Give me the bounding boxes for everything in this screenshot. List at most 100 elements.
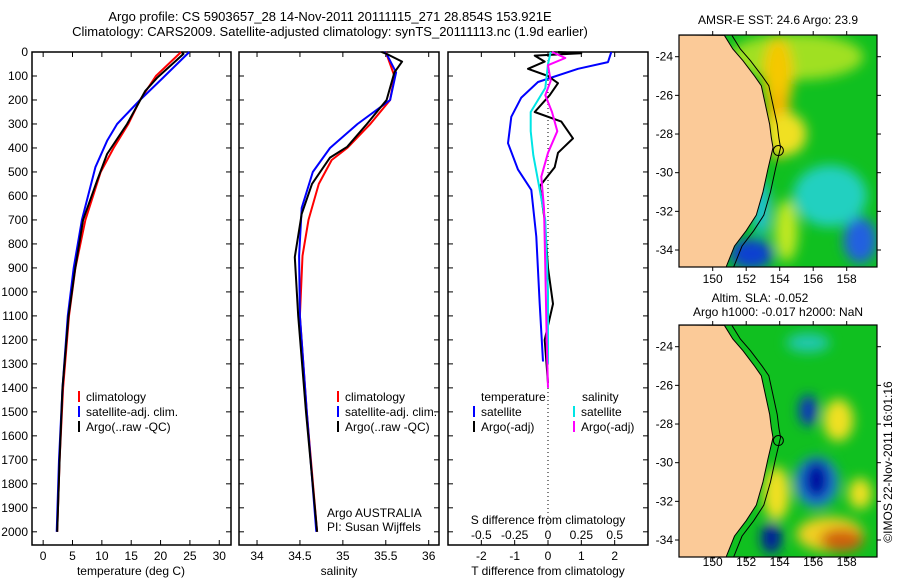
- x-tick-label: 34.5: [288, 549, 312, 563]
- x-tick-label: -1: [509, 549, 520, 563]
- y-tick-label: 1100: [2, 309, 28, 323]
- x-tick-label: 0: [545, 549, 552, 563]
- y-tick-label: 2000: [1, 525, 28, 539]
- legend-label: Argo(-adj): [581, 420, 634, 434]
- s-tick-label: 0: [545, 528, 552, 542]
- y-tick-label: 300: [8, 117, 28, 131]
- legend-label: satellite: [481, 405, 522, 419]
- plot-frame: [31, 51, 232, 546]
- y-tick-label: 900: [8, 261, 28, 275]
- s-tick-label: 0.25: [570, 528, 594, 542]
- lat-tick-label: -30: [656, 166, 674, 180]
- y-tick-label: 200: [8, 93, 28, 107]
- legend-swatch-s-argo: [573, 421, 575, 432]
- y-tick-label: 1000: [1, 285, 28, 299]
- argo-program-label: Argo AUSTRALIA: [327, 506, 422, 520]
- field-anomaly: [803, 460, 830, 500]
- field-anomaly: [793, 164, 867, 227]
- lon-tick-label: 150: [703, 555, 723, 569]
- lat-tick-label: -24: [656, 50, 674, 64]
- field-anomaly: [786, 333, 830, 353]
- lon-tick-label: 152: [736, 555, 756, 569]
- isobath-contour: [731, 325, 782, 557]
- legend-heading-temperature: temperature: [481, 390, 546, 404]
- difference-legend: temperature salinity satellite Argo(-adj…: [471, 390, 635, 527]
- legend-swatch-satellite: [337, 406, 339, 417]
- x-tick-label: 2: [611, 549, 618, 563]
- legend-label: climatology: [86, 390, 146, 404]
- plot-frame: [238, 51, 440, 546]
- series-line-argo-raw-qc-: [293, 51, 404, 532]
- field-anomaly: [848, 478, 872, 510]
- lat-tick-label: -30: [656, 456, 674, 470]
- x-tick-label: 1: [578, 549, 585, 563]
- legend-heading-salinity: salinity: [582, 390, 619, 404]
- salinity-legend: climatology satellite-adj. clim. Argo(..…: [327, 390, 437, 534]
- x-tick-label: 15: [125, 549, 139, 563]
- land-australia: [679, 35, 774, 267]
- series-line-satellite-adj-clim-: [55, 51, 191, 532]
- sst-map: 150 152 154 156 158 -24 -26 -28 -30 -32 -34: [656, 31, 881, 286]
- salinity-profile: 34 34.5 35 35.5 36: [238, 51, 440, 563]
- pi-label: PI: Susan Wijffels: [327, 520, 421, 534]
- lon-tick-label: 154: [770, 272, 790, 286]
- field-anomaly: [823, 398, 854, 442]
- field-anomaly: [762, 466, 790, 521]
- lat-tick-label: -26: [656, 378, 674, 392]
- legend-swatch-climatology: [337, 391, 339, 402]
- argo-float-marker: [772, 435, 784, 447]
- lat-tick-label: -34: [656, 533, 674, 547]
- x-tick-label: 10: [95, 549, 109, 563]
- profile-plots: 0100200300400500600700800900100011001200…: [1, 45, 649, 563]
- lat-tick-label: -32: [656, 494, 674, 508]
- legend-swatch-s-satellite: [573, 406, 575, 417]
- lat-tick-label: -32: [656, 204, 674, 218]
- legend-label: Argo(..raw -QC): [86, 420, 171, 434]
- title-line-2: Climatology: CARS2009. Satellite-adjuste…: [72, 24, 588, 39]
- field-anomaly: [774, 199, 799, 262]
- legend-label: Argo(..raw -QC): [345, 420, 430, 434]
- field-anomaly: [843, 217, 877, 264]
- legend-label: satellite-adj. clim.: [86, 405, 178, 419]
- difference-profile: -2 -1 0 1 2 -0.5 -0.25 0 0.25 0.5: [447, 51, 649, 563]
- field-anomaly: [729, 238, 773, 267]
- y-tick-label: 1900: [1, 501, 28, 515]
- legend-label: satellite: [581, 405, 622, 419]
- legend-label: Argo(-adj): [481, 420, 534, 434]
- x-tick-label: 34: [250, 549, 264, 563]
- lon-tick-label: 154: [770, 555, 790, 569]
- x-tick-label: 20: [154, 549, 168, 563]
- field-anomalies: [761, 333, 872, 554]
- legend-label: climatology: [345, 390, 405, 404]
- lat-tick-label: -28: [656, 127, 674, 141]
- temperature-legend: climatology satellite-adj. clim. Argo(..…: [78, 390, 178, 434]
- legend-swatch-argo: [337, 421, 339, 432]
- series-line-t-satellite: [507, 51, 613, 362]
- series-line-s-satellite: [529, 51, 552, 364]
- legend-label: satellite-adj. clim.: [345, 405, 437, 419]
- t-diff-axis-label: T difference from climatology: [471, 564, 625, 578]
- series-line-argo-raw-qc-: [56, 51, 185, 532]
- y-tick-label: 1400: [1, 381, 28, 395]
- x-tick-label: 5: [69, 549, 76, 563]
- field-anomaly: [766, 112, 807, 156]
- field-anomaly: [729, 35, 864, 80]
- sla-map: 150 152 154 156 158 -24 -26 -28 -30 -32 -34: [656, 321, 881, 569]
- map-frame: [678, 324, 878, 558]
- y-tick-label: 1800: [1, 477, 28, 491]
- x-tick-label: 35: [336, 549, 350, 563]
- temperature-profile: 0100200300400500600700800900100011001200…: [1, 45, 232, 563]
- y-tick-label: 400: [8, 141, 28, 155]
- y-tick-label: 500: [8, 165, 28, 179]
- legend-swatch-argo: [78, 421, 80, 432]
- y-tick-label: 1500: [1, 405, 28, 419]
- field-anomalies: [729, 35, 877, 267]
- lon-tick-label: 152: [736, 272, 756, 286]
- s-tick-label: -0.25: [501, 528, 529, 542]
- lon-tick-label: 158: [837, 555, 857, 569]
- legend-swatch-climatology: [78, 391, 80, 402]
- series-line-s-argo-adj-: [540, 51, 567, 388]
- sla-map-title-1: Altim. SLA: -0.052: [712, 291, 809, 305]
